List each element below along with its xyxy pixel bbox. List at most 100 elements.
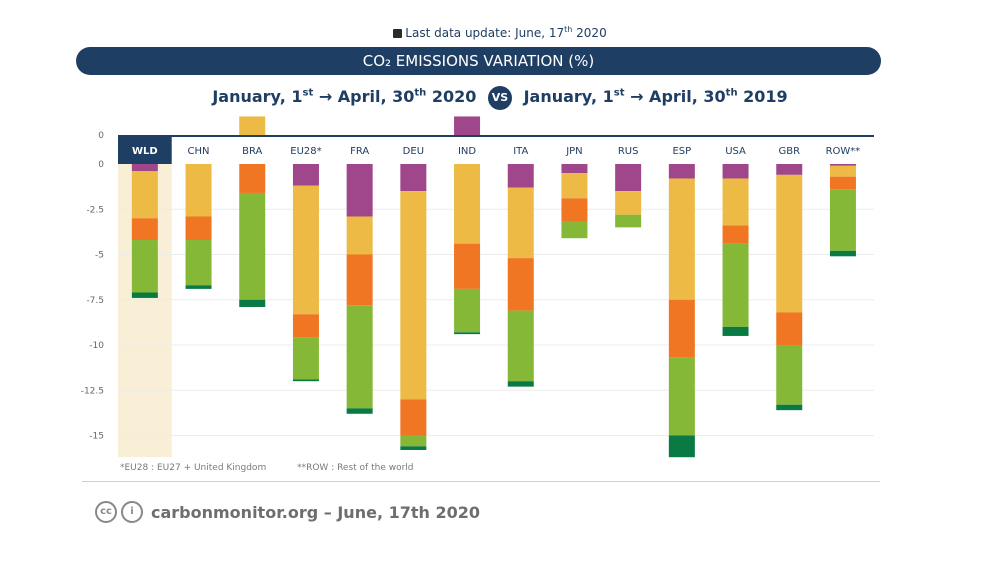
footer-divider	[82, 481, 880, 482]
bar-segment	[829, 165, 856, 177]
bar-segment	[131, 292, 158, 298]
category-label: WLD	[132, 146, 158, 157]
period-a-end-sup: th	[414, 87, 427, 99]
bar-segment	[829, 250, 856, 257]
bar-segment	[668, 164, 695, 179]
bar-segment	[454, 288, 481, 333]
period-b-start: January, 1	[523, 87, 614, 106]
bar-segment	[454, 332, 481, 335]
attribution-icon: i	[121, 501, 143, 523]
bar-segment	[776, 174, 803, 313]
bar-segment	[561, 221, 588, 239]
bar-segment	[131, 171, 158, 219]
source-footer: cc i carbonmonitor.org – June, 17th 2020	[95, 501, 480, 523]
bar-segment	[829, 189, 856, 251]
bar-segment	[776, 312, 803, 345]
bar-segment	[615, 191, 642, 215]
bar-segment	[615, 214, 642, 228]
bar-segment	[722, 164, 749, 179]
category-label: USA	[725, 146, 746, 157]
bar-segment	[776, 345, 803, 405]
period-comparison: January, 1st → April, 30th 2020 VS Janua…	[0, 86, 1000, 110]
category-label: BRA	[242, 146, 262, 157]
period-a-start-sup: st	[302, 87, 314, 99]
bar-segment	[131, 164, 158, 172]
bar-segment	[776, 404, 803, 411]
bar-segment	[346, 254, 373, 306]
bar-segment	[507, 164, 534, 188]
creative-commons-icon: cc	[95, 501, 117, 523]
positive-bar	[239, 116, 266, 136]
category-label: FRA	[350, 146, 369, 157]
bar-segment	[507, 187, 534, 259]
bar-segment	[507, 310, 534, 382]
period-b-year: 2019	[737, 87, 788, 106]
update-suffix: 2020	[572, 26, 607, 40]
bar-segment	[668, 178, 695, 300]
bar-segment	[454, 164, 481, 244]
period-b-end-sup: th	[725, 87, 738, 99]
bar-segment	[507, 381, 534, 387]
chart-title-banner: CO₂ EMISSIONS VARIATION (%)	[76, 47, 881, 75]
bar-segment	[561, 198, 588, 222]
y-tick-label: -5	[95, 251, 104, 261]
category-label: DEU	[403, 146, 424, 157]
bar-segment	[776, 164, 803, 175]
bar-segment	[292, 314, 319, 338]
bar-segment	[454, 243, 481, 289]
y-tick-label: -15	[89, 432, 104, 442]
y-tick-label-upper: 0	[98, 131, 104, 141]
period-a-year: 2020	[426, 87, 477, 106]
bar-segment	[722, 243, 749, 327]
category-label: RUS	[618, 146, 639, 157]
bar-segment	[829, 176, 856, 190]
category-label: IND	[458, 146, 476, 157]
update-sup: th	[564, 25, 573, 34]
bar-segment	[615, 164, 642, 192]
bar-segment	[292, 185, 319, 315]
period-b-end: → April, 30	[630, 87, 726, 106]
positive-bar	[454, 116, 481, 136]
update-prefix: Last data update: June, 17	[405, 26, 565, 40]
category-label: ESP	[672, 146, 691, 157]
bar-segment	[561, 164, 588, 174]
bar-segment	[346, 408, 373, 414]
category-label: CHN	[188, 146, 210, 157]
bar-segment	[239, 299, 266, 307]
bar-segment	[400, 435, 427, 447]
bar-segment	[400, 399, 427, 436]
bar-segment	[507, 258, 534, 311]
source-text: carbonmonitor.org – June, 17th 2020	[151, 502, 480, 522]
bar-segment	[239, 192, 266, 300]
bar-segment	[722, 225, 749, 244]
bar-segment	[185, 240, 212, 286]
bar-segment	[292, 164, 319, 186]
category-label: JPN	[565, 146, 582, 157]
bar-segment	[668, 357, 695, 436]
period-b-start-sup: st	[613, 87, 625, 99]
bar-segment	[346, 305, 373, 409]
note-eu28: *EU28 : EU27 + United Kingdom	[120, 463, 267, 473]
last-update: Last data update: June, 17th 2020	[0, 25, 1000, 40]
y-tick-label: 0	[98, 160, 104, 170]
emissions-chart: 0 -2.5 -5 -7.5 -10 -12.5 -15 0 WLD CHN BRA EU28* FRA…	[81, 116, 874, 458]
bar-segment	[722, 326, 749, 336]
bar-segment	[185, 164, 212, 217]
note-row: **ROW : Rest of the world	[297, 463, 414, 473]
period-a-end: → April, 30	[318, 87, 415, 106]
y-tick-label: -2.5	[86, 205, 104, 215]
category-label: GBR	[778, 146, 800, 157]
category-label: ROW**	[826, 146, 861, 157]
category-label: ITA	[513, 146, 528, 157]
bar-segment	[668, 435, 695, 458]
bar-segment	[722, 178, 749, 226]
vs-badge: VS	[488, 86, 512, 110]
bar-segment	[131, 218, 158, 241]
calendar-icon	[393, 29, 403, 38]
bar-segment	[292, 379, 319, 382]
bar-segment	[292, 337, 319, 380]
highlight-label-tile	[118, 136, 172, 164]
bar-segment	[185, 216, 212, 241]
y-tick-label: -7.5	[86, 296, 104, 306]
bar-segment	[400, 164, 427, 192]
